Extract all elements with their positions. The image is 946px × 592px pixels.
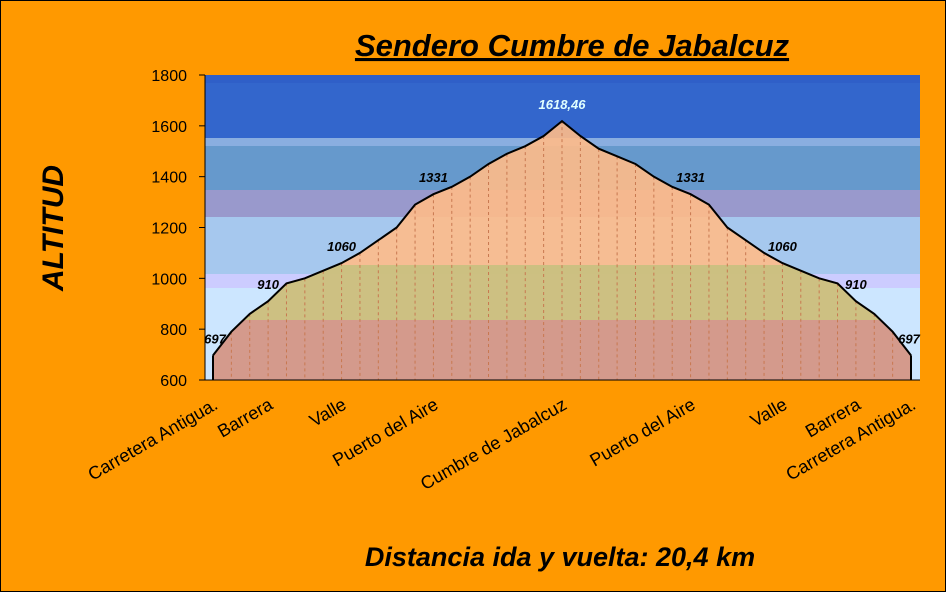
- y-axis-label: ALTITUD: [37, 165, 70, 292]
- data-label: 697: [898, 331, 920, 346]
- x-axis-label: Distancia ida y vuelta: 20,4 km: [365, 542, 755, 572]
- profile-line: [212, 119, 912, 356]
- y-tick-label: 1000: [151, 271, 187, 288]
- y-tick-label: 1800: [151, 68, 187, 85]
- y-tick-label: 1200: [151, 221, 187, 238]
- y-tick-label: 800: [160, 322, 187, 339]
- data-label: 1331: [419, 170, 448, 185]
- y-tick-label: 600: [160, 373, 187, 390]
- y-tick-label: 1400: [151, 170, 187, 187]
- data-label: 910: [257, 277, 279, 292]
- data-label: 1060: [768, 239, 798, 254]
- data-label: 910: [845, 277, 867, 292]
- data-label: 697: [204, 331, 226, 346]
- data-label: 1060: [327, 239, 357, 254]
- y-tick-label: 1600: [151, 119, 187, 136]
- data-label: 1331: [676, 170, 705, 185]
- chart-title: Sendero Cumbre de Jabalcuz: [355, 28, 790, 63]
- data-label: 1618,46: [539, 97, 587, 112]
